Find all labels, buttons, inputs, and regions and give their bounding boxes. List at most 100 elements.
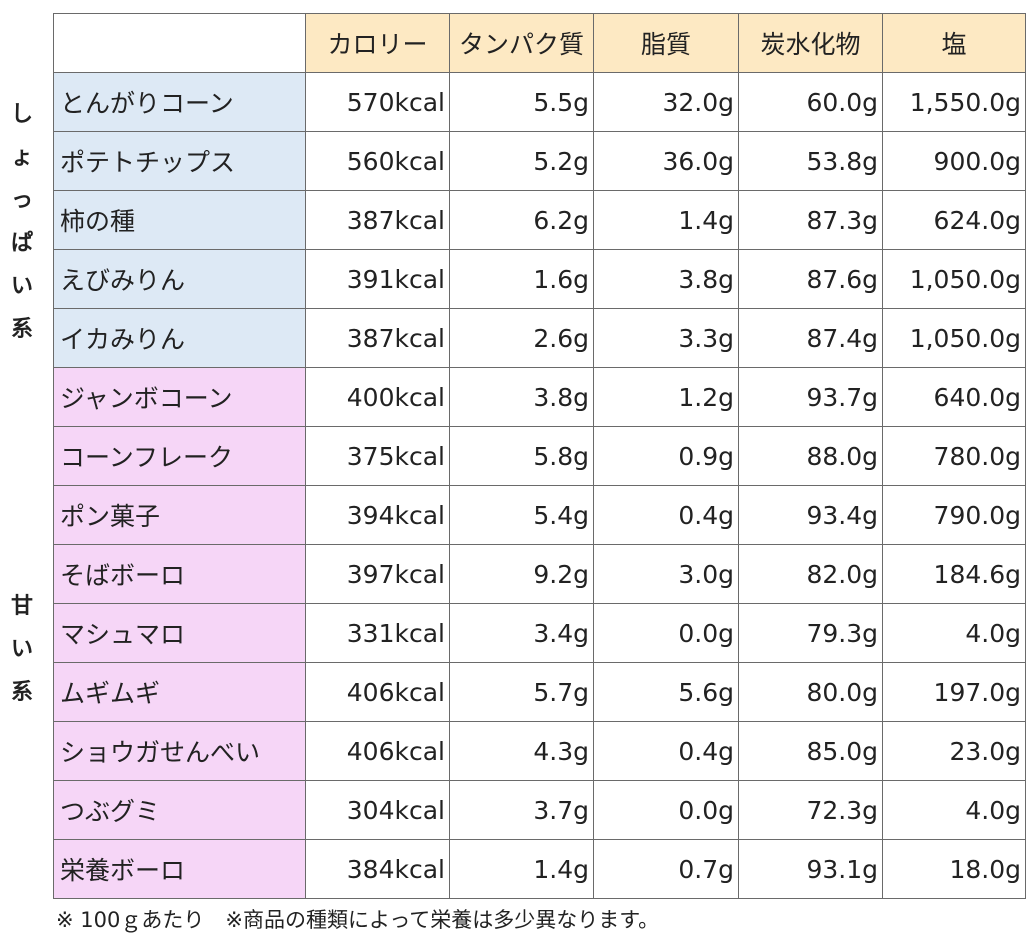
cell-protein: 5.4g (449, 485, 594, 545)
group-label-char: っ (10, 188, 33, 213)
cell-calories: 391kcal (305, 249, 450, 309)
cell-salt: 1,050.0g (882, 249, 1026, 309)
item-name: 柿の種 (53, 190, 306, 250)
cell-carbohydrate: 82.0g (738, 544, 883, 604)
cell-salt: 4.0g (882, 780, 1026, 840)
table-row: イカみりん 387kcal 2.6g 3.3g 87.4g 1,050.0g (53, 308, 1026, 368)
cell-calories: 400kcal (305, 367, 450, 427)
cell-salt: 790.0g (882, 485, 1026, 545)
footnote: ※ 100ｇあたり ※商品の種類によって栄養は多少異なります。 (56, 908, 660, 932)
table-row: ショウガせんべい 406kcal 4.3g 0.4g 85.0g 23.0g (53, 721, 1026, 781)
item-name: ムギムギ (53, 662, 306, 722)
cell-fat: 3.8g (593, 249, 739, 309)
cell-salt: 900.0g (882, 131, 1026, 191)
cell-fat: 0.7g (593, 839, 739, 899)
table-row: とんがりコーン 570kcal 5.5g 32.0g 60.0g 1,550.0g (53, 72, 1026, 132)
cell-calories: 375kcal (305, 426, 450, 486)
group-label-char: ょ (10, 145, 33, 170)
cell-salt: 1,050.0g (882, 308, 1026, 368)
group-label-char: し (10, 102, 33, 127)
item-name: コーンフレーク (53, 426, 306, 486)
cell-carbohydrate: 87.3g (738, 190, 883, 250)
group-label-char: 系 (10, 680, 33, 705)
column-header-carbohydrate: 炭水化物 (738, 13, 883, 73)
cell-calories: 406kcal (305, 662, 450, 722)
cell-carbohydrate: 72.3g (738, 780, 883, 840)
table-row: 栄養ボーロ 384kcal 1.4g 0.7g 93.1g 18.0g (53, 839, 1026, 899)
cell-protein: 2.6g (449, 308, 594, 368)
cell-calories: 387kcal (305, 190, 450, 250)
cell-fat: 36.0g (593, 131, 739, 191)
table-row: コーンフレーク 375kcal 5.8g 0.9g 88.0g 780.0g (53, 426, 1026, 486)
cell-carbohydrate: 85.0g (738, 721, 883, 781)
cell-protein: 6.2g (449, 190, 594, 250)
cell-carbohydrate: 53.8g (738, 131, 883, 191)
column-header-protein: タンパク質 (449, 13, 594, 73)
cell-salt: 4.0g (882, 603, 1026, 663)
table-row: マシュマロ 331kcal 3.4g 0.0g 79.3g 4.0g (53, 603, 1026, 663)
cell-protein: 3.8g (449, 367, 594, 427)
cell-calories: 560kcal (305, 131, 450, 191)
group-label-char: い (10, 274, 33, 299)
cell-salt: 780.0g (882, 426, 1026, 486)
table-row: ポテトチップス 560kcal 5.2g 36.0g 53.8g 900.0g (53, 131, 1026, 191)
cell-salt: 624.0g (882, 190, 1026, 250)
cell-salt: 23.0g (882, 721, 1026, 781)
nutrition-table: カロリー タンパク質 脂質 炭水化物塩 とんがりコーン 570kcal 5.5g 32.0g… (53, 13, 1026, 899)
item-name: ジャンボコーン (53, 367, 306, 427)
cell-carbohydrate: 80.0g (738, 662, 883, 722)
cell-fat: 0.4g (593, 485, 739, 545)
table-row: ジャンボコーン 400kcal 3.8g 1.2g 93.7g 640.0g (53, 367, 1026, 427)
item-name: つぶグミ (53, 780, 306, 840)
cell-fat: 3.3g (593, 308, 739, 368)
cell-calories: 397kcal (305, 544, 450, 604)
cell-carbohydrate: 79.3g (738, 603, 883, 663)
cell-protein: 3.4g (449, 603, 594, 663)
column-header-item (53, 13, 306, 73)
cell-protein: 9.2g (449, 544, 594, 604)
cell-protein: 5.5g (449, 72, 594, 132)
column-header-salt: 塩 (882, 13, 1026, 73)
group-label-salty: しょっぱい系 (10, 93, 34, 351)
cell-carbohydrate: 88.0g (738, 426, 883, 486)
cell-carbohydrate: 93.7g (738, 367, 883, 427)
group-label-char: 系 (10, 317, 33, 342)
cell-protein: 4.3g (449, 721, 594, 781)
cell-fat: 3.0g (593, 544, 739, 604)
cell-carbohydrate: 87.6g (738, 249, 883, 309)
cell-salt: 197.0g (882, 662, 1026, 722)
item-name: ポテトチップス (53, 131, 306, 191)
item-name: 栄養ボーロ (53, 839, 306, 899)
cell-calories: 406kcal (305, 721, 450, 781)
table-row: 柿の種 387kcal 6.2g 1.4g 87.3g 624.0g (53, 190, 1026, 250)
cell-protein: 5.8g (449, 426, 594, 486)
group-label-sweet: 甘い系 (10, 585, 34, 714)
cell-protein: 5.7g (449, 662, 594, 722)
table-row: ムギムギ 406kcal 5.7g 5.6g 80.0g 197.0g (53, 662, 1026, 722)
cell-carbohydrate: 87.4g (738, 308, 883, 368)
cell-calories: 387kcal (305, 308, 450, 368)
cell-carbohydrate: 93.1g (738, 839, 883, 899)
cell-salt: 184.6g (882, 544, 1026, 604)
column-header-fat: 脂質 (593, 13, 739, 73)
cell-calories: 394kcal (305, 485, 450, 545)
cell-carbohydrate: 60.0g (738, 72, 883, 132)
table-row: えびみりん 391kcal 1.6g 3.8g 87.6g 1,050.0g (53, 249, 1026, 309)
cell-protein: 1.4g (449, 839, 594, 899)
cell-fat: 5.6g (593, 662, 739, 722)
cell-carbohydrate: 93.4g (738, 485, 883, 545)
item-name: そばボーロ (53, 544, 306, 604)
cell-calories: 570kcal (305, 72, 450, 132)
cell-fat: 0.0g (593, 780, 739, 840)
item-name: ショウガせんべい (53, 721, 306, 781)
cell-salt: 1,550.0g (882, 72, 1026, 132)
cell-fat: 0.4g (593, 721, 739, 781)
group-label-char: ぱ (10, 231, 33, 256)
cell-protein: 5.2g (449, 131, 594, 191)
cell-salt: 18.0g (882, 839, 1026, 899)
cell-salt: 640.0g (882, 367, 1026, 427)
cell-fat: 0.9g (593, 426, 739, 486)
column-header-calories: カロリー (305, 13, 450, 73)
group-label-char: 甘 (10, 594, 33, 619)
cell-calories: 304kcal (305, 780, 450, 840)
